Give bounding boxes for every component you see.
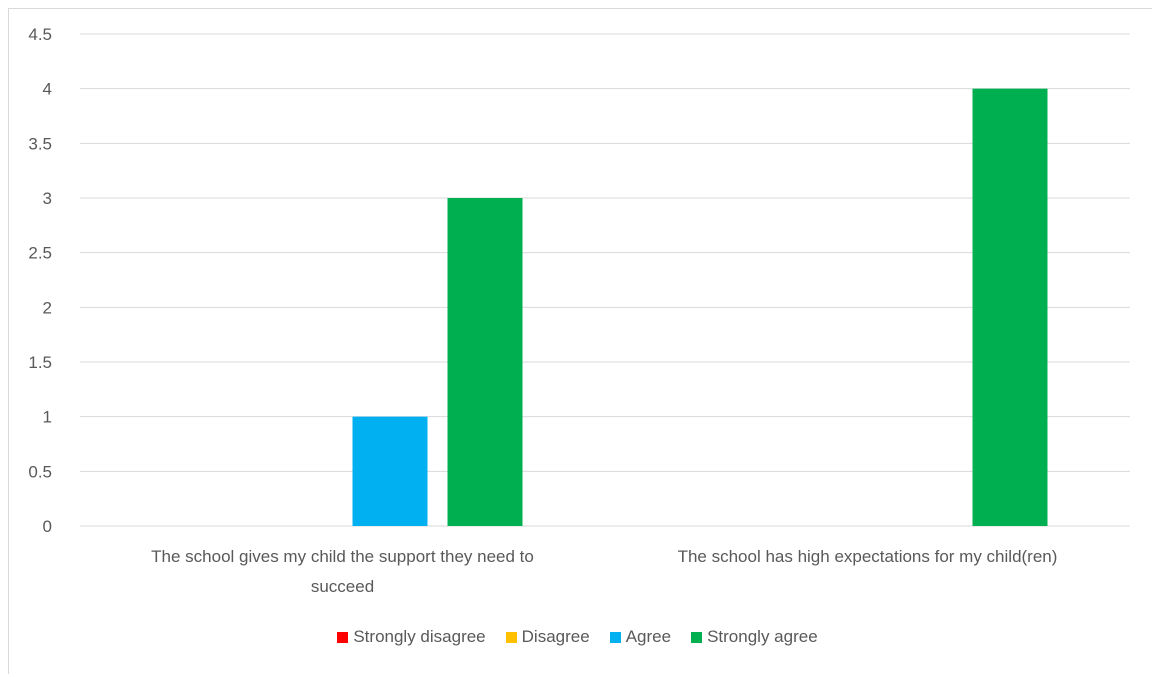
y-tick-label: 2.5 [28, 244, 52, 263]
bar-chart: 0 0.5 1 1.5 2 2.5 3 3.5 4 4.5 The school gives my … [28, 25, 1130, 596]
y-tick-label: 2 [43, 298, 52, 317]
legend-item: Agree [609, 627, 672, 647]
legend-item: Strongly disagree [337, 627, 486, 647]
legend-label: Strongly agree [707, 627, 818, 646]
legend-item: Strongly agree [691, 627, 818, 647]
legend-label: Strongly disagree [353, 627, 486, 646]
y-tick-label: 4.5 [28, 25, 52, 44]
bar-agree [352, 416, 428, 526]
x-category-label: The school gives my child the support th… [151, 547, 534, 596]
legend-item: Disagree [505, 627, 590, 647]
y-tick-label: 3 [43, 189, 52, 208]
y-tick-label: 0 [43, 517, 52, 536]
legend-swatch [609, 631, 621, 643]
bar-strongly-agree [447, 198, 523, 526]
chart-legend: Strongly disagree Disagree Agree Strongly a… [0, 627, 1155, 647]
chart-frame [8, 8, 1152, 674]
legend-label: Agree [625, 627, 672, 646]
y-tick-label: 1.5 [28, 353, 52, 372]
legend-swatch [505, 631, 517, 643]
y-tick-label: 1 [43, 408, 52, 427]
bar-strongly-agree [972, 88, 1048, 527]
legend-label: Disagree [521, 627, 590, 646]
legend-swatch [337, 631, 349, 643]
legend-swatch [691, 631, 703, 643]
x-category-label: The school has high expectations for my … [678, 547, 1058, 566]
y-tick-label: 3.5 [28, 134, 52, 153]
y-tick-label: 0.5 [28, 462, 52, 481]
y-tick-label: 4 [43, 80, 52, 99]
